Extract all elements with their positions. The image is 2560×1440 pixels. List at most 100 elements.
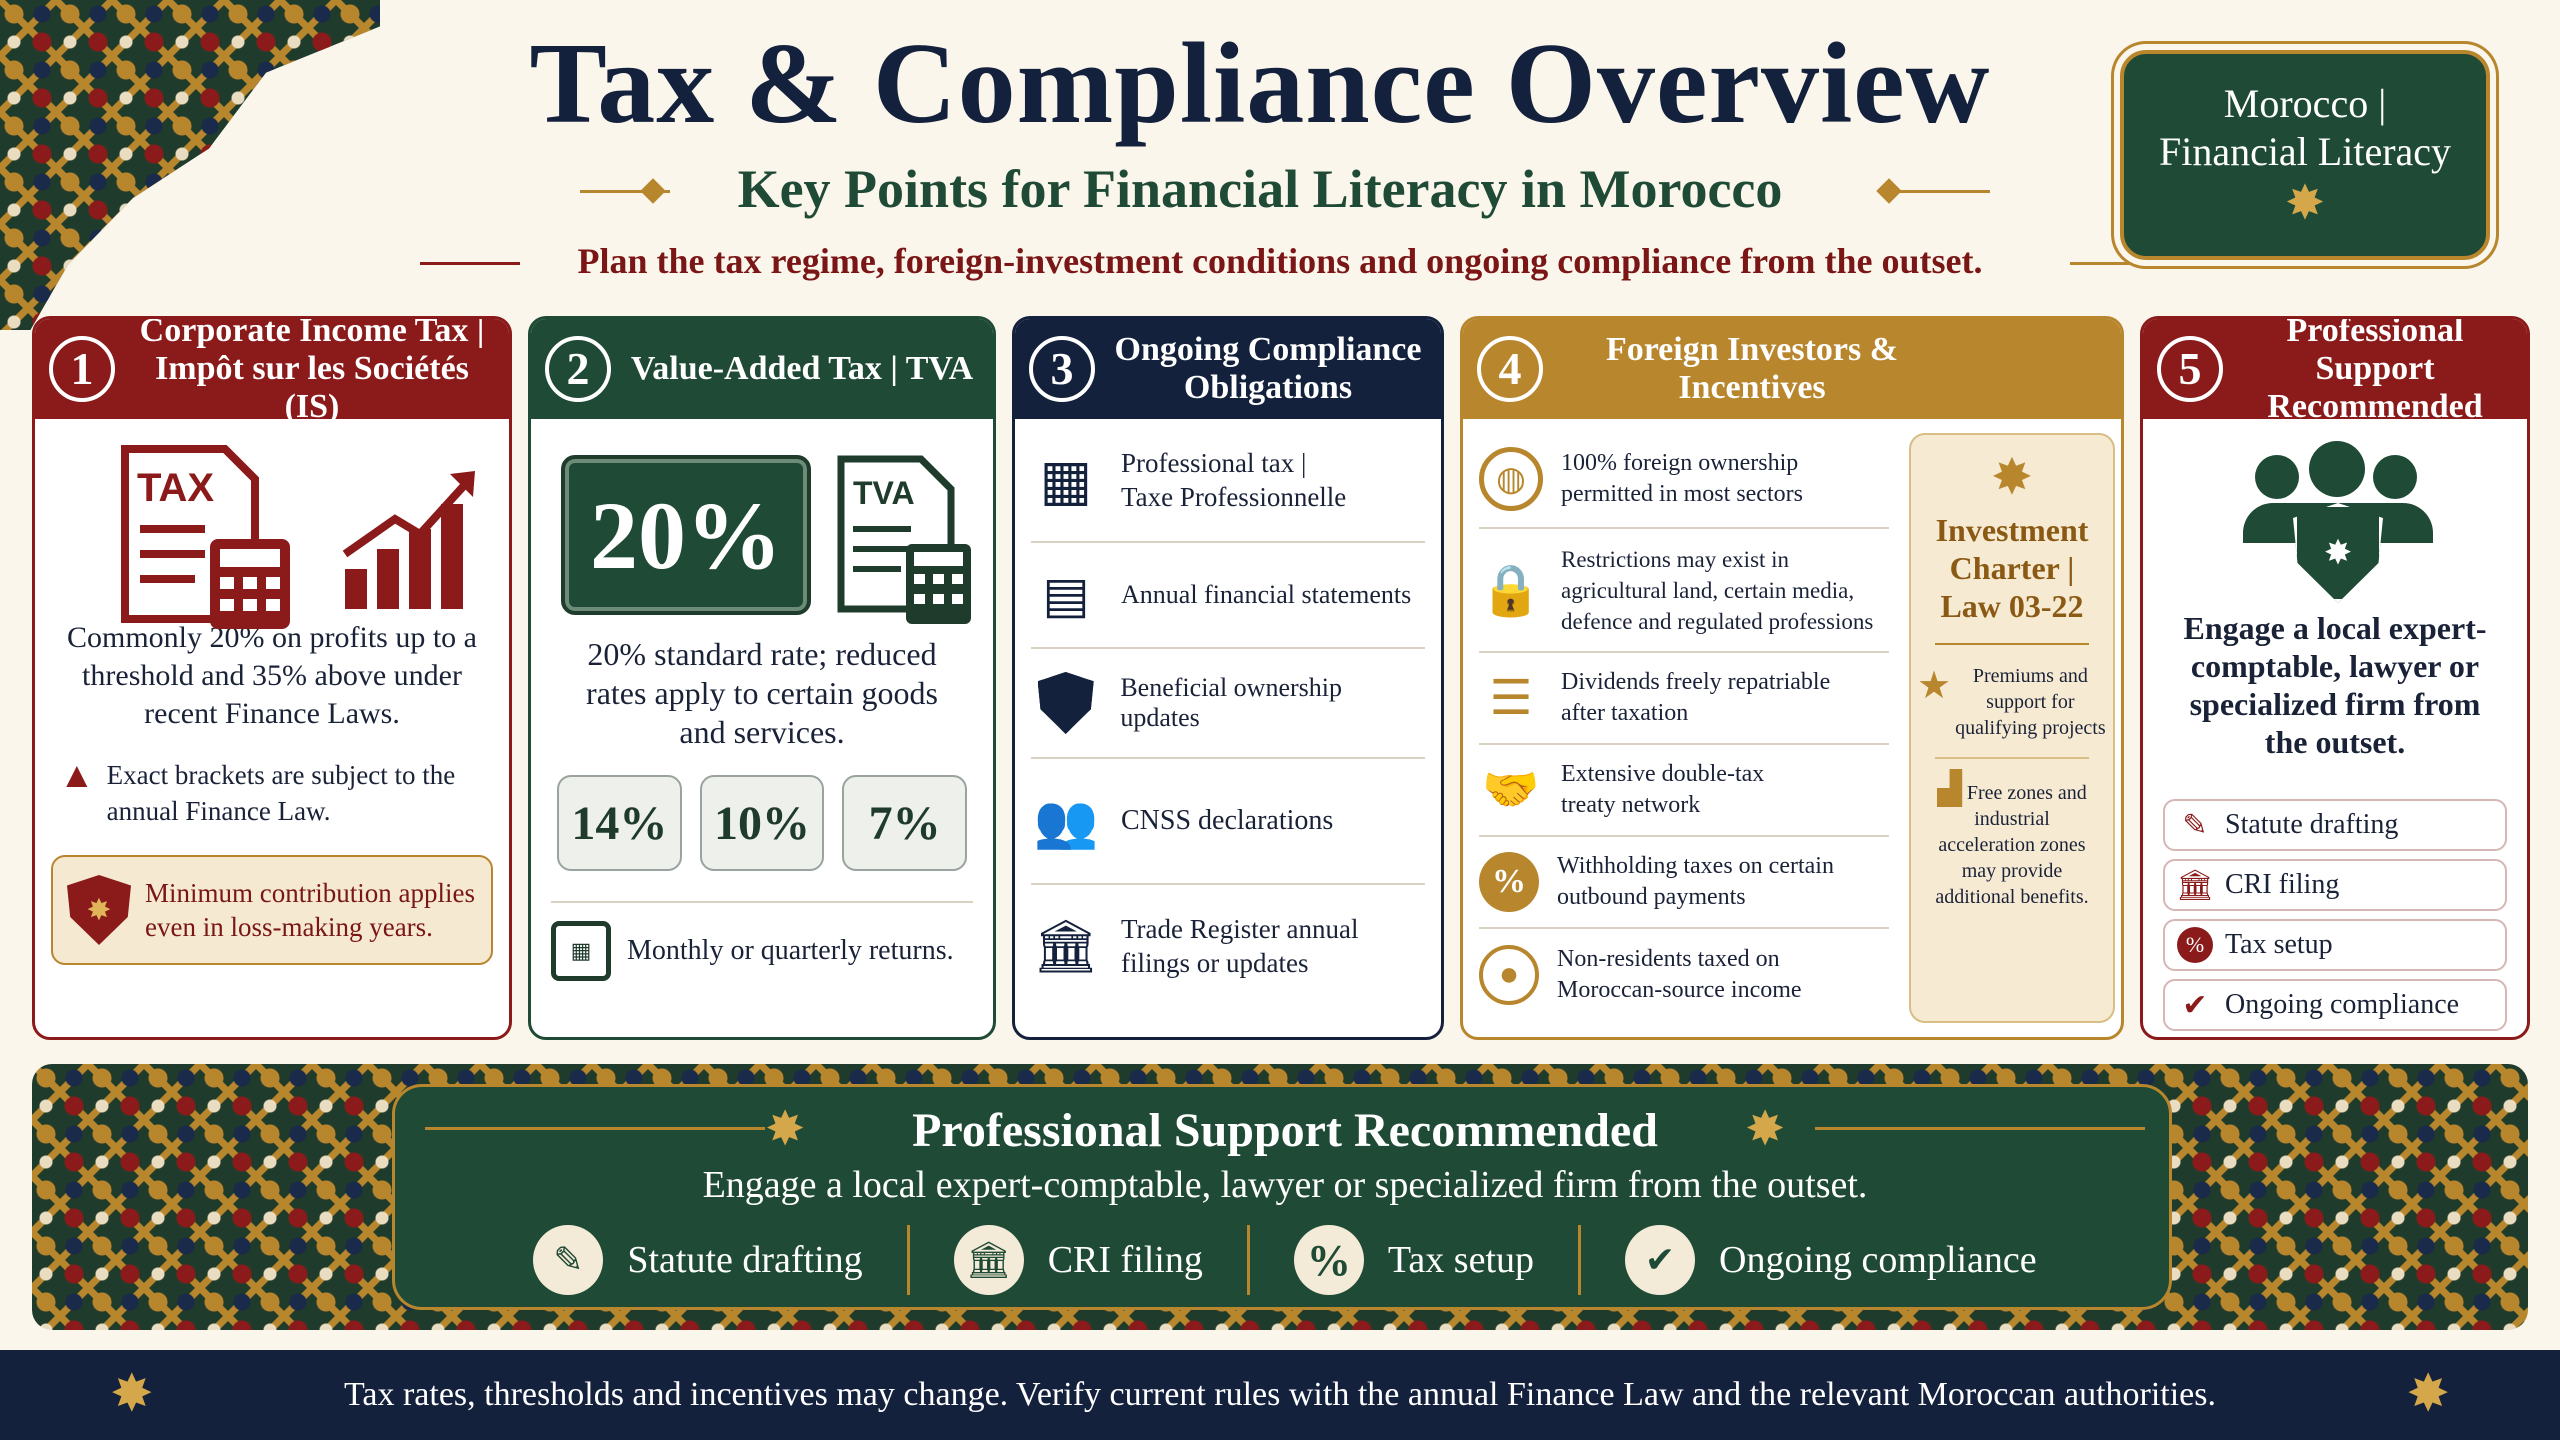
star-icon: ✸: [2406, 1366, 2450, 1423]
investor-list: ◍ 100% foreign ownership permitted in mos…: [1479, 431, 1889, 1021]
card-title: Value-Added Tax | TVA: [630, 350, 974, 387]
warning-row: ▲ Exact brackets are subject to the annu…: [35, 749, 509, 837]
returns-row: ▦ Monthly or quarterly returns.: [551, 901, 973, 981]
item-text: permitted in most sectors: [1561, 481, 1803, 507]
divider: [1935, 757, 2089, 759]
footer-disclaimer: ✸ Tax rates, thresholds and incentives m…: [0, 1350, 2560, 1440]
growth-chart-icon: [342, 471, 475, 609]
globe-icon: ◍: [1479, 447, 1543, 511]
item-text: 100% foreign ownership: [1561, 450, 1799, 476]
banner-item: ✎ Statute drafting: [489, 1225, 910, 1295]
item-text: Dividends freely repatriable: [1561, 669, 1831, 695]
reduced-rate: 14%: [557, 775, 682, 871]
support-item-cri: 🏛 CRI filing: [2163, 859, 2507, 911]
item-text: Beneficial ownership updates: [1120, 673, 1342, 732]
card-number: 4: [1477, 336, 1543, 402]
banner-panel: ✸ Professional Support Recommended ✸ Eng…: [392, 1084, 2172, 1310]
list-item: ▤ Annual financial statements: [1031, 543, 1425, 649]
banner-subtitle: Engage a local expert-comptable, lawyer …: [702, 1164, 1868, 1206]
document-pen-icon: ✎: [2182, 808, 2208, 842]
calendar-icon: ▦: [551, 921, 611, 981]
card-professional-support: 5 Professional Support Recommended ✸ Eng…: [2140, 316, 2530, 1040]
item-text: Restrictions may exist in: [1561, 546, 1790, 572]
charter-text: additional benefits.: [1935, 886, 2089, 908]
card-header: 3 Ongoing Compliance Obligations: [1015, 319, 1441, 419]
item-text: Non-residents taxed on: [1557, 946, 1780, 972]
people-icon: 👥: [1033, 793, 1099, 851]
rate-board: 20%: [561, 455, 811, 615]
list-item: 🔒 Restrictions may exist in agricultural …: [1479, 529, 1889, 653]
charter-title: Law 03-22: [1940, 588, 2084, 624]
charter-title: Charter |: [1949, 550, 2075, 586]
tax-illustration: TAX: [35, 419, 509, 629]
charter-title: Investment: [1935, 512, 2089, 548]
divider: [580, 190, 670, 193]
document-pen-icon: ✎: [533, 1225, 604, 1295]
list-item: % Withholding taxes on certain outbound p…: [1479, 837, 1889, 929]
item-text: outbound payments: [1557, 884, 1746, 910]
banner-item: % Tax setup: [1250, 1225, 1582, 1295]
charter-text: industrial: [1974, 808, 2050, 830]
percent-icon: %: [1479, 852, 1539, 912]
reduced-rate: 7%: [842, 775, 968, 871]
tva-document-icon: TVA: [837, 455, 971, 624]
page-subtitle: Key Points for Financial Literacy in Mor…: [737, 159, 1783, 219]
card-title: Recommended: [2267, 388, 2483, 425]
card-title: Foreign Investors &: [1605, 331, 1899, 368]
percent-icon: %: [2177, 927, 2213, 963]
card-compliance: 3 Ongoing Compliance Obligations ▦ Profe…: [1012, 316, 1444, 1040]
list-item: Beneficial ownership updates: [1031, 649, 1425, 759]
hand-star-icon: ★: [1917, 665, 1952, 707]
card-body: Engage a local expert-comptable, lawyer …: [2183, 610, 2487, 760]
charter-text: support for: [1986, 691, 2075, 713]
support-item-statute: ✎ Statute drafting: [2163, 799, 2507, 851]
star-icon: ✸: [1991, 449, 2033, 505]
factory-icon: ▟: [1937, 770, 1962, 806]
card-body: 20% standard rate; reduced rates apply t…: [586, 636, 938, 750]
note-text: Minimum contribution applies even in los…: [145, 878, 475, 942]
card-header: 2 Value-Added Tax | TVA: [531, 319, 993, 419]
item-text: CNSS declarations: [1121, 805, 1334, 836]
item-text: after taxation: [1561, 700, 1689, 726]
warning-icon: ▲: [59, 755, 95, 795]
report-icon: ▤: [1042, 567, 1090, 623]
shield-check-icon: ✔: [1625, 1225, 1696, 1295]
charter-text: Premiums and: [1972, 665, 2088, 687]
badge-line: Financial Literacy: [2158, 129, 2452, 174]
card-header: 5 Professional Support Recommended: [2143, 319, 2527, 425]
card-foreign-investors: 4 Foreign Investors & Incentives ◍ 100% …: [1460, 316, 2124, 1040]
card-header: 4 Foreign Investors & Incentives: [1463, 319, 2121, 419]
item-text: filings or updates: [1121, 948, 1309, 978]
svg-text:TAX: TAX: [137, 466, 214, 510]
item-text: Annual financial statements: [1121, 580, 1412, 609]
star-icon: ✸: [110, 1366, 154, 1423]
svg-text:TVA: TVA: [853, 475, 915, 511]
support-item-tax: % Tax setup: [2163, 919, 2507, 971]
shield-check-icon: ✔: [2182, 988, 2208, 1022]
card-number: 2: [545, 336, 611, 402]
corner-ornament: [0, 0, 380, 330]
card-title: Corporate Income Tax |: [139, 316, 485, 349]
item-text: Withholding taxes on certain: [1557, 853, 1834, 879]
calendar-icon: ▦: [1039, 449, 1093, 512]
list-item: 🤝 Extensive double-tax treaty network: [1479, 745, 1889, 837]
card-vat: 2 Value-Added Tax | TVA 20% TVA 20% stan…: [528, 316, 996, 1040]
item-text: Professional tax |: [1121, 448, 1307, 478]
support-banner: ✸ Professional Support Recommended ✸ Eng…: [32, 1064, 2528, 1330]
footer-text: Tax rates, thresholds and incentives may…: [343, 1376, 2216, 1413]
star-icon: ✸: [765, 1103, 806, 1156]
badge-line: Morocco |: [2223, 81, 2387, 126]
card-header: 1 Corporate Income Tax | Impôt sur les S…: [35, 316, 509, 425]
reduced-rates: 14% 10% 7%: [531, 775, 993, 871]
topic-badge: Morocco | Financial Literacy ✸: [2120, 50, 2490, 260]
item-text: defence and regulated professions: [1561, 608, 1874, 634]
card-title: Incentives: [1678, 369, 1826, 406]
divider: [1815, 1127, 2145, 1130]
list-item: ◍ 100% foreign ownership permitted in mos…: [1479, 431, 1889, 529]
divider: [1935, 643, 2089, 645]
card-number: 5: [2157, 336, 2223, 402]
charter-text: acceleration zones: [1938, 834, 2086, 856]
card-title: Ongoing Compliance: [1114, 331, 1422, 368]
charter-text: qualifying projects: [1955, 717, 2106, 739]
warning-text: Exact brackets are subject to the annual…: [106, 760, 456, 826]
